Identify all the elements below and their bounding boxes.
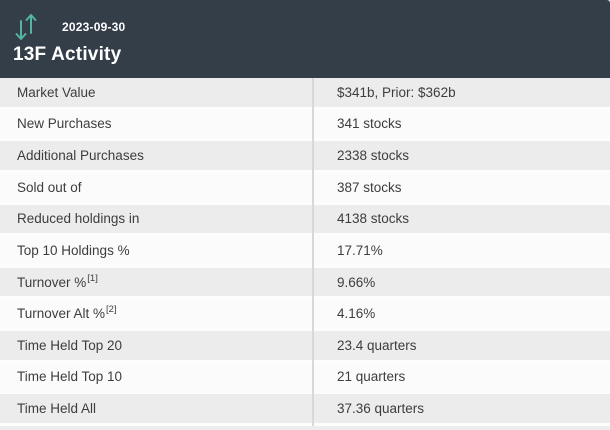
column-divider	[312, 78, 314, 426]
row-value: 23.4 quarters	[337, 337, 417, 353]
header-top-row: 2023-09-30	[13, 11, 610, 43]
table-row: Turnover Alt % [2] 4.16%	[0, 299, 610, 331]
card-header: 2023-09-30 13F Activity	[0, 0, 610, 78]
row-label: New Purchases	[17, 116, 112, 132]
card-title: 13F Activity	[13, 44, 122, 65]
row-value: $341b, Prior: $362b	[337, 84, 456, 100]
row-label: Time Held All	[17, 401, 97, 417]
row-label: Turnover Alt % [2]	[17, 304, 117, 322]
table-row: Additional Purchases 2338 stocks	[0, 141, 610, 173]
row-label: Turnover % [1]	[17, 272, 98, 290]
table-row: Top 10 Holdings % 17.71%	[0, 236, 610, 268]
row-label: Market Value	[17, 84, 96, 100]
table-row: New Purchases 341 stocks	[0, 109, 610, 142]
footnote-marker: [2]	[106, 304, 117, 316]
table-row: Turnover % [1] 9.66%	[0, 267, 610, 300]
row-label: Additional Purchases	[17, 148, 144, 164]
table-row: Reduced holdings in 4138 stocks	[0, 204, 610, 237]
report-date: 2023-09-30	[62, 20, 126, 34]
row-value: 37.36 quarters	[337, 401, 425, 417]
row-value: 21 quarters	[337, 369, 406, 385]
row-value: 341 stocks	[337, 116, 402, 132]
row-value: 4.16%	[337, 306, 376, 322]
activity-table: Market Value $341b, Prior: $362b New Pur…	[0, 78, 610, 426]
table-row: Sold out of 387 stocks	[0, 172, 610, 205]
row-label: Sold out of	[17, 179, 82, 195]
up-down-arrows-icon	[15, 14, 37, 40]
table-row: Time Held Top 20 23.4 quarters	[0, 331, 610, 363]
table-row: Market Value $341b, Prior: $362b	[0, 78, 610, 110]
footnote-marker: [1]	[87, 272, 98, 284]
row-value: 2338 stocks	[337, 148, 410, 164]
row-label: Reduced holdings in	[17, 211, 140, 227]
row-value: 387 stocks	[337, 179, 402, 195]
table-row: Time Held Top 10 21 quarters	[0, 362, 610, 395]
row-value: 9.66%	[337, 274, 376, 290]
row-value: 17.71%	[337, 242, 383, 258]
table-row: Time Held All 37.36 quarters	[0, 394, 610, 426]
row-label: Top 10 Holdings %	[17, 242, 130, 258]
row-label: Time Held Top 10	[17, 369, 123, 385]
row-value: 4138 stocks	[337, 211, 410, 227]
row-label: Time Held Top 20	[17, 337, 123, 353]
